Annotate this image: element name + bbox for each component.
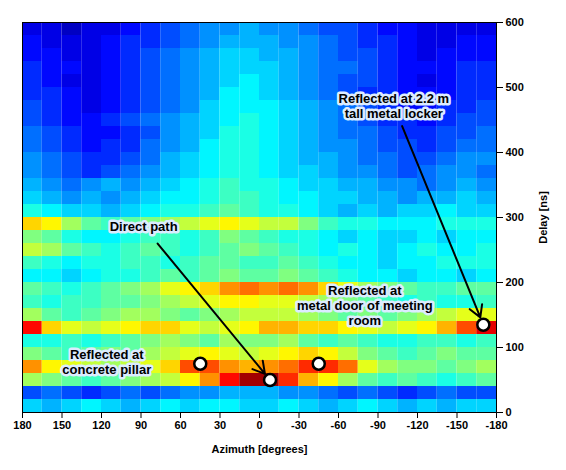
svg-text:Reflected at 2.2 mtall metal l: Reflected at 2.2 mtall metal locker: [339, 91, 450, 121]
svg-text:Delay [ns]: Delay [ns]: [537, 191, 549, 244]
svg-text:Reflected atmetal door of meet: Reflected atmetal door of meetingroom: [297, 283, 433, 328]
svg-text:100: 100: [506, 341, 524, 353]
svg-text:Direct path: Direct path: [110, 219, 178, 234]
svg-text:60: 60: [174, 419, 186, 431]
svg-text:Reflected atconcrete pillar: Reflected atconcrete pillar: [62, 347, 151, 377]
svg-text:-120: -120: [406, 419, 428, 431]
svg-text:400: 400: [506, 146, 524, 158]
svg-text:500: 500: [506, 81, 524, 93]
svg-text:120: 120: [92, 419, 110, 431]
svg-text:Azimuth [degrees]: Azimuth [degrees]: [212, 443, 308, 455]
svg-text:200: 200: [506, 276, 524, 288]
svg-text:150: 150: [53, 419, 71, 431]
svg-text:-60: -60: [331, 419, 347, 431]
svg-text:0: 0: [256, 419, 262, 431]
svg-text:30: 30: [214, 419, 226, 431]
svg-text:90: 90: [135, 419, 147, 431]
svg-text:180: 180: [13, 419, 31, 431]
svg-text:-180: -180: [485, 419, 507, 431]
svg-text:-90: -90: [370, 419, 386, 431]
svg-text:-30: -30: [291, 419, 307, 431]
svg-text:-150: -150: [446, 419, 468, 431]
svg-text:600: 600: [506, 16, 524, 28]
svg-text:300: 300: [506, 211, 524, 223]
svg-text:0: 0: [506, 406, 512, 418]
